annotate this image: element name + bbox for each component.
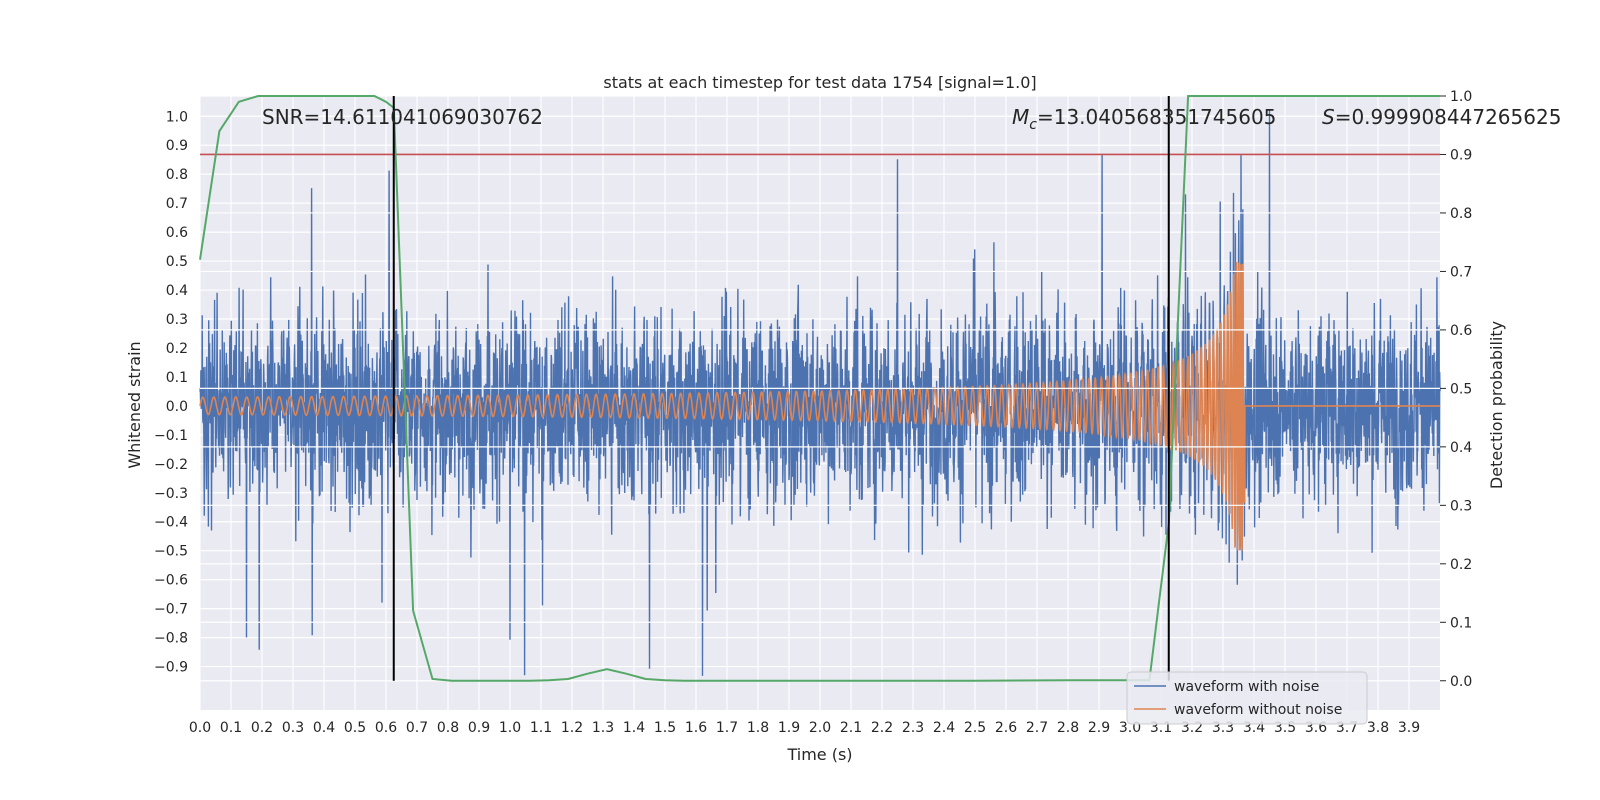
- chirp-mass-subscript: c: [1029, 117, 1037, 133]
- x-tick-label: 1.5: [654, 720, 676, 736]
- x-tick-label: 1.1: [530, 720, 552, 736]
- y-tick-label: −0.3: [154, 486, 188, 502]
- x-tick-label: 0.3: [282, 720, 304, 736]
- y-right-tick-label: 0.2: [1450, 557, 1472, 573]
- significance-value: =0.999908447265625: [1335, 105, 1562, 129]
- x-tick-label: 2.8: [1057, 720, 1079, 736]
- y-right-tick-label: 0.0: [1450, 674, 1472, 690]
- x-tick-label: 3.8: [1367, 720, 1389, 736]
- y-right-tick-label: 0.6: [1450, 323, 1472, 339]
- legend-clean-label: waveform without noise: [1174, 702, 1342, 718]
- x-tick-label: 0.8: [437, 720, 459, 736]
- significance-symbol: S: [1322, 105, 1335, 129]
- y-axis-right-label: Detection probability: [1487, 321, 1506, 489]
- x-tick-label: 2.2: [871, 720, 893, 736]
- y-tick-label: −0.8: [154, 631, 188, 647]
- chart-title: stats at each timestep for test data 175…: [603, 73, 1036, 92]
- y-tick-label: −0.4: [154, 515, 188, 531]
- y-right-tick-label: 0.3: [1450, 498, 1472, 514]
- y-tick-label: 0.7: [166, 196, 188, 212]
- y-tick-label: 0.0: [166, 399, 188, 415]
- x-tick-label: 0.1: [220, 720, 242, 736]
- y-tick-label: −0.1: [154, 428, 188, 444]
- chirp-mass-value: =13.040568351745605: [1037, 105, 1276, 129]
- x-tick-label: 1.7: [716, 720, 738, 736]
- y-tick-label: 0.2: [166, 341, 188, 357]
- legend-box: [1126, 671, 1368, 725]
- y-tick-label: −0.2: [154, 457, 188, 473]
- y-tick-label: 0.3: [166, 312, 188, 328]
- y-tick-label: 0.9: [166, 138, 188, 154]
- y-tick-label: −0.6: [154, 573, 188, 589]
- x-tick-label: 2.1: [840, 720, 862, 736]
- x-tick-label: 0.9: [468, 720, 490, 736]
- x-tick-label: 2.3: [902, 720, 924, 736]
- x-axis-label: Time (s): [786, 745, 852, 764]
- x-tick-label: 1.6: [685, 720, 707, 736]
- x-tick-label: 2.6: [995, 720, 1017, 736]
- y-right-tick-label: 0.4: [1450, 440, 1472, 456]
- y-tick-label: 0.4: [166, 283, 188, 299]
- y-tick-label: −0.9: [154, 660, 188, 676]
- x-tick-label: 3.9: [1398, 720, 1420, 736]
- y-right-tick-label: 0.1: [1450, 615, 1472, 631]
- waveform-without-noise-series: [199, 261, 1440, 551]
- x-tick-label: 1.2: [561, 720, 583, 736]
- y-tick-label: 1.0: [166, 109, 188, 125]
- x-tick-label: 2.0: [809, 720, 831, 736]
- y-tick-label: 0.1: [166, 370, 188, 386]
- legend-noise-label: waveform with noise: [1174, 679, 1319, 695]
- x-tick-label: 2.7: [1026, 720, 1048, 736]
- snr-annotation: SNR=14.611041069030762: [262, 105, 543, 129]
- x-tick-label: 1.0: [499, 720, 521, 736]
- legend: waveform with noise waveform without noi…: [1126, 671, 1368, 725]
- x-tick-label: 0.2: [251, 720, 273, 736]
- x-tick-label: 1.9: [778, 720, 800, 736]
- x-tick-label: 0.5: [344, 720, 366, 736]
- chirp-mass-annotation: Mc=13.040568351745605: [1012, 105, 1276, 133]
- x-tick-label: 1.4: [623, 720, 645, 736]
- y-tick-label: 0.6: [166, 225, 188, 241]
- chirp-mass-symbol: M: [1012, 105, 1029, 129]
- y-right-tick-label: 1.0: [1450, 89, 1472, 105]
- y-tick-label: 0.8: [166, 167, 188, 183]
- x-tick-label: 0.6: [375, 720, 397, 736]
- y-axis-label: Whitened strain: [125, 341, 144, 468]
- x-tick-label: 2.4: [933, 720, 955, 736]
- time-markers: [392, 96, 1170, 681]
- x-tick-label: 0.0: [189, 720, 211, 736]
- x-tick-label: 2.5: [964, 720, 986, 736]
- x-tick-label: 1.8: [747, 720, 769, 736]
- y-right-tick-label: 0.5: [1450, 381, 1472, 397]
- y-right-tick-label: 0.8: [1450, 206, 1472, 222]
- x-tick-label: 0.7: [406, 720, 428, 736]
- x-tick-label: 1.3: [592, 720, 614, 736]
- y-tick-label: 0.5: [166, 254, 188, 270]
- x-tick-label: 2.9: [1088, 720, 1110, 736]
- significance-annotation: S=0.999908447265625: [1322, 105, 1561, 129]
- waveform-without-noise-line: [199, 261, 1440, 551]
- x-tick-label: 0.4: [313, 720, 335, 736]
- y-right-tick-label: 0.7: [1450, 264, 1472, 280]
- y-right-tick-label: 0.9: [1450, 147, 1472, 163]
- y-tick-label: −0.5: [154, 544, 188, 560]
- y-tick-label: −0.7: [154, 602, 188, 618]
